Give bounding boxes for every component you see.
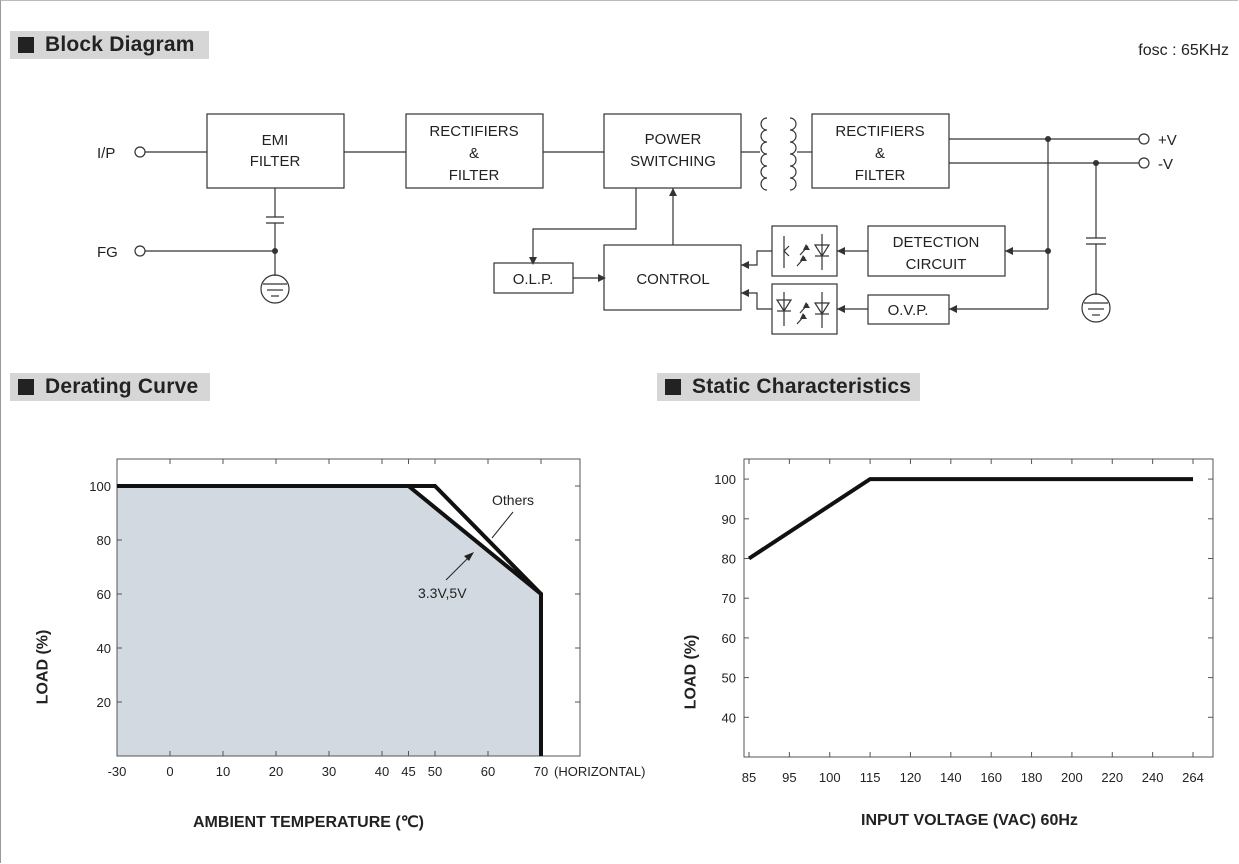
static-characteristics-title: Static Characteristics	[692, 375, 912, 398]
derating-xlabel: AMBIENT TEMPERATURE (℃)	[193, 814, 424, 831]
static-characteristics-header: Static Characteristics	[657, 373, 920, 401]
derating-curve-title: Derating Curve	[45, 375, 199, 398]
static-ylabel: LOAD (%)	[682, 634, 700, 710]
derating-ylabel: LOAD (%)	[34, 629, 52, 705]
block-diagram-header: Block Diagram	[10, 31, 209, 59]
square-bullet-icon	[18, 37, 34, 53]
derating-curve-header: Derating Curve	[10, 373, 210, 401]
static-xlabel: INPUT VOLTAGE (VAC) 60Hz	[861, 812, 1078, 829]
block-diagram-title: Block Diagram	[45, 33, 195, 56]
fosc-label: fosc : 65KHz	[1138, 42, 1229, 59]
square-bullet-icon	[665, 379, 681, 395]
square-bullet-icon	[18, 379, 34, 395]
